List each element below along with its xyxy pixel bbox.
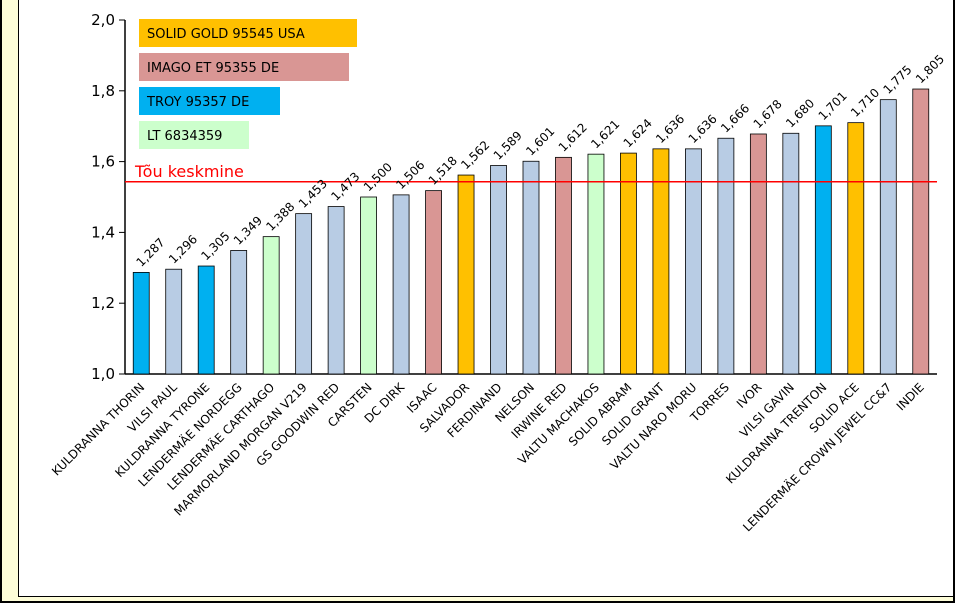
bar [327,206,345,375]
bar [879,99,897,375]
y-tick-label: 1,8 [91,82,115,100]
bar [847,122,865,375]
value-label: 1,612 [556,120,590,154]
bar [490,165,507,375]
bar [230,250,248,375]
value-label: 1,349 [231,213,265,247]
value-label: 1,636 [653,112,687,146]
value-label: 1,287 [133,235,167,269]
bar [392,194,410,375]
bar [522,160,540,375]
reference-line-label: Tõu keskmine [134,162,244,181]
value-label: 1,562 [458,138,492,172]
value-label: 1,506 [393,158,427,192]
value-label: 1,296 [166,232,200,266]
value-label: 1,589 [491,128,525,162]
y-tick-label: 1,6 [91,153,115,171]
bar [360,196,378,375]
bar [457,174,475,375]
value-label: 1,473 [328,169,362,203]
bar [132,272,150,375]
bar [262,236,280,375]
bar [620,152,637,375]
value-label: 1,805 [913,52,947,86]
bar [912,88,930,375]
category-label: INDIE [894,380,927,413]
bar [749,133,767,375]
value-label: 1,601 [523,124,557,158]
legend-label: IMAGO ET 95355 DE [147,61,279,76]
bar [555,156,572,375]
bar [587,153,605,375]
legend-swatch [139,19,357,47]
reference-line-group: Tõu keskmine [125,162,937,183]
legend-swatch [139,121,249,149]
category-label: LENDERMÄE CROWN JEWEL CC&7 [740,380,895,535]
value-label: 1,388 [263,200,297,234]
bars [132,88,930,375]
y-tick-label: 1,4 [91,223,115,241]
value-label: 1,666 [718,101,752,135]
bar [425,190,442,375]
legend-label: TROY 95357 DE [146,95,249,110]
value-label: 1,701 [816,89,850,123]
bar [814,125,832,375]
bar [685,148,702,375]
value-label: 1,621 [588,117,622,151]
y-tick-label: 1,2 [91,294,115,312]
legend-label: LT 6834359 [147,129,222,144]
value-label: 1,624 [621,116,655,150]
y-tick-label: 2,0 [91,11,115,29]
value-label: 1,680 [783,96,817,130]
legend: SOLID GOLD 95545 USA IMAGO ET 95355 DE TRO… [139,19,357,149]
bar [717,137,735,375]
bar [165,268,183,375]
value-label: 1,305 [198,229,232,263]
bar [197,265,215,375]
legend-swatch [139,87,280,115]
value-label: 1,636 [686,112,720,146]
value-label: 1,678 [751,97,785,131]
value-label: 1,500 [361,160,395,194]
bar [782,132,800,375]
value-label: 1,710 [848,86,882,120]
bar [295,213,313,375]
value-label: 1,518 [426,154,460,188]
bar [652,148,670,375]
bar-chart: 1,0 1,2 1,4 1,6 1,8 2,0 Tõu keskmine 1,2871,2… [49,11,947,534]
legend-label: SOLID GOLD 95545 USA [147,27,305,42]
chart-area: 1,0 1,2 1,4 1,6 1,8 2,0 Tõu keskmine 1,287 1,2… [18,0,953,597]
legend-swatch [139,53,349,81]
value-label: 1,775 [881,63,915,97]
y-tick-label: 1,0 [91,365,115,383]
